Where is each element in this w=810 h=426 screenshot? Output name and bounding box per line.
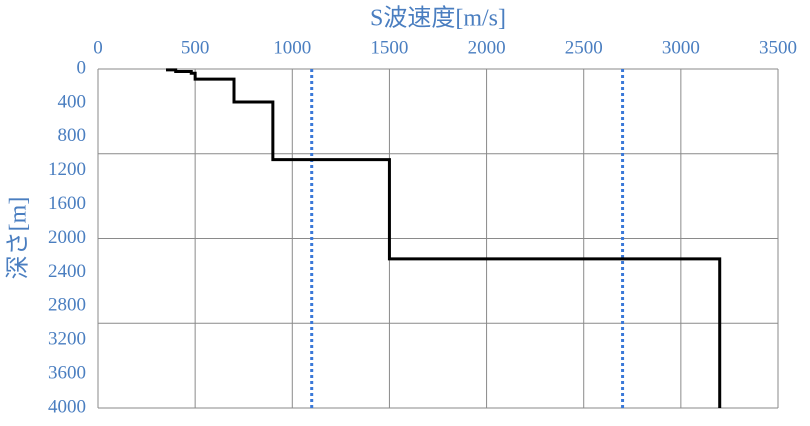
- x-tick-label: 2000: [468, 37, 506, 58]
- y-tick-label: 400: [58, 91, 87, 112]
- y-axis-title: 深さ[m]: [5, 197, 32, 280]
- x-tick-label: 3000: [662, 37, 700, 58]
- y-tick-label: 3600: [48, 362, 86, 383]
- x-tick-label: 500: [181, 37, 210, 58]
- x-tick-label: 2500: [565, 37, 603, 58]
- data-line: [166, 68, 722, 408]
- x-tick-label: 3500: [759, 37, 797, 58]
- y-tick-label: 0: [77, 57, 87, 78]
- y-tick-label: 800: [58, 125, 87, 146]
- y-tick-label: 1600: [48, 193, 86, 214]
- y-tick-label: 2800: [48, 295, 86, 316]
- x-tick-label: 0: [93, 37, 103, 58]
- y-tick-label: 4000: [48, 396, 86, 417]
- x-tick-label: 1500: [370, 37, 408, 58]
- y-tick-label: 2400: [48, 261, 86, 282]
- x-axis-title: S波速度[m/s]: [370, 5, 506, 32]
- y-tick-label: 3200: [48, 329, 86, 350]
- y-tick-label: 1200: [48, 159, 86, 180]
- x-tick-label: 1000: [273, 37, 311, 58]
- y-tick-label: 2000: [48, 227, 86, 248]
